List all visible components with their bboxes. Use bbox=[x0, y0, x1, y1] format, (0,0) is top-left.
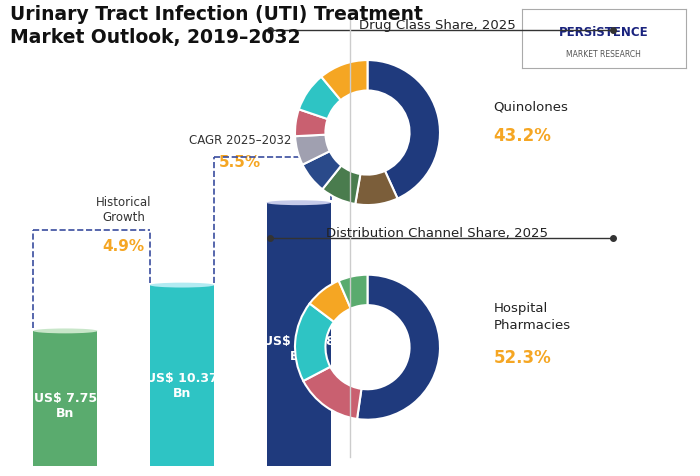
Wedge shape bbox=[321, 61, 368, 101]
Bar bbox=[267, 203, 330, 466]
Text: Distribution Channel Share, 2025: Distribution Channel Share, 2025 bbox=[326, 226, 549, 239]
Ellipse shape bbox=[33, 464, 97, 469]
Text: Hospital
Pharmacies: Hospital Pharmacies bbox=[494, 302, 570, 331]
Wedge shape bbox=[299, 78, 341, 120]
Bar bbox=[150, 286, 214, 466]
Text: PERSiSTENCE: PERSiSTENCE bbox=[559, 26, 649, 39]
Text: Urinary Tract Infection (UTI) Treatment
Market Outlook, 2019–2032: Urinary Tract Infection (UTI) Treatment … bbox=[10, 5, 424, 47]
Wedge shape bbox=[309, 281, 351, 322]
Ellipse shape bbox=[150, 283, 214, 288]
Text: 52.3%: 52.3% bbox=[494, 348, 552, 366]
Text: 5.5%: 5.5% bbox=[219, 154, 261, 169]
Wedge shape bbox=[322, 166, 360, 205]
Ellipse shape bbox=[33, 329, 97, 334]
Bar bbox=[33, 331, 97, 466]
Text: US$ 10.37
Bn: US$ 10.37 Bn bbox=[146, 371, 218, 399]
Text: 4.9%: 4.9% bbox=[103, 238, 145, 254]
Text: MARKET RESEARCH: MARKET RESEARCH bbox=[566, 50, 641, 59]
Wedge shape bbox=[302, 152, 342, 190]
Text: CAGR 2025–2032: CAGR 2025–2032 bbox=[189, 134, 291, 147]
Text: Historical
Growth: Historical Growth bbox=[96, 196, 151, 224]
Wedge shape bbox=[356, 171, 398, 206]
Ellipse shape bbox=[267, 464, 330, 469]
Wedge shape bbox=[357, 275, 440, 420]
Wedge shape bbox=[368, 61, 440, 199]
Wedge shape bbox=[303, 367, 361, 419]
Text: US$ 7.75
Bn: US$ 7.75 Bn bbox=[34, 392, 97, 419]
Ellipse shape bbox=[267, 201, 330, 206]
Text: Drug Class Share, 2025: Drug Class Share, 2025 bbox=[359, 19, 516, 32]
Wedge shape bbox=[339, 275, 368, 309]
Text: US$ 15.08
Bn: US$ 15.08 Bn bbox=[262, 334, 335, 362]
Wedge shape bbox=[295, 304, 334, 381]
Ellipse shape bbox=[150, 464, 214, 469]
Wedge shape bbox=[295, 110, 328, 137]
Text: Quinolones: Quinolones bbox=[494, 100, 568, 114]
Text: 43.2%: 43.2% bbox=[494, 127, 552, 145]
Wedge shape bbox=[295, 135, 330, 165]
